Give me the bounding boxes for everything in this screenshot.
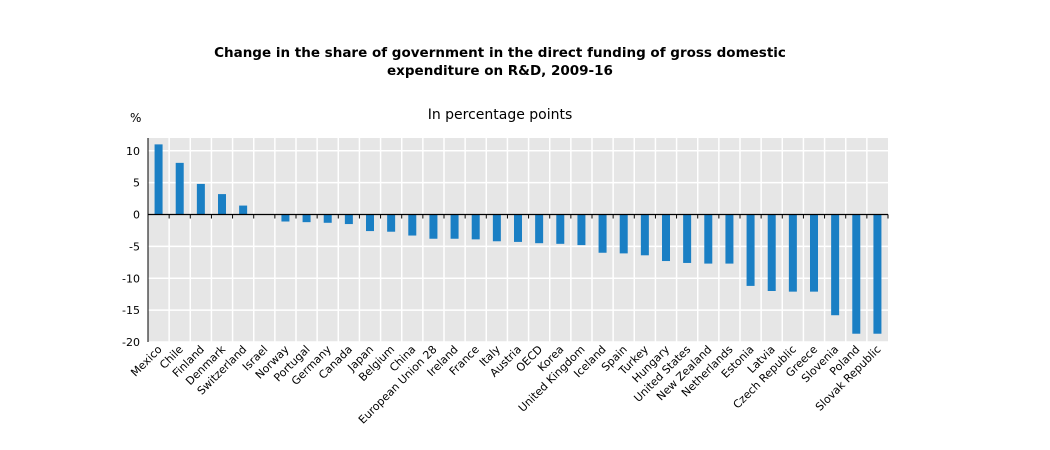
bar-france: [471, 214, 480, 240]
chart-subtitle: In percentage points: [427, 107, 573, 123]
bar-belgium: [387, 214, 396, 232]
bar-austria: [514, 214, 522, 242]
bar-mexico: [154, 144, 163, 215]
bar-spain: [619, 214, 628, 254]
bar-germany: [323, 214, 332, 223]
bar-estonia: [746, 214, 755, 286]
bar-ireland: [450, 214, 459, 239]
bar-hungary: [662, 214, 670, 262]
axes: [147, 138, 889, 342]
bar-czech-republic: [788, 214, 797, 292]
bar-slovenia: [831, 214, 840, 316]
bar-united-states: [683, 214, 692, 263]
y-tick-label: -15: [122, 304, 140, 317]
bar-poland: [852, 214, 861, 334]
bar-norway: [281, 214, 290, 222]
y-tick-label: 0: [133, 209, 140, 222]
bar-latvia: [767, 214, 776, 291]
bar-greece: [810, 214, 818, 292]
chart-title: Change in the share of government in the…: [214, 45, 786, 79]
bar-united-kingdom: [577, 214, 586, 246]
grid-lines: [148, 138, 888, 343]
bar-switzerland: [239, 205, 248, 215]
bar-finland: [196, 183, 205, 215]
y-tick-label: 5: [133, 177, 140, 190]
bar-japan: [366, 214, 374, 232]
bar-turkey: [640, 214, 649, 256]
bar-portugal: [302, 214, 311, 223]
bar-european-union-28: [429, 214, 438, 239]
y-tick-label: -5: [129, 240, 140, 253]
bar-denmark: [218, 194, 226, 215]
bar-canada: [344, 214, 353, 225]
y-tick-label: -10: [122, 272, 140, 285]
bar-iceland: [598, 214, 607, 253]
bar-italy: [492, 214, 501, 242]
y-tick-label: -20: [122, 336, 140, 349]
bar-netherlands: [725, 214, 734, 264]
y-axis-unit-label: %: [130, 111, 142, 125]
bar-chile: [175, 162, 184, 215]
bar-slovak-republic: [873, 214, 882, 334]
bar-china: [408, 214, 417, 236]
bar-korea: [556, 214, 565, 244]
y-tick-label: 10: [126, 145, 140, 158]
bar-oecd: [535, 214, 544, 244]
bars: [154, 144, 882, 334]
bar-new-zealand: [704, 214, 713, 264]
